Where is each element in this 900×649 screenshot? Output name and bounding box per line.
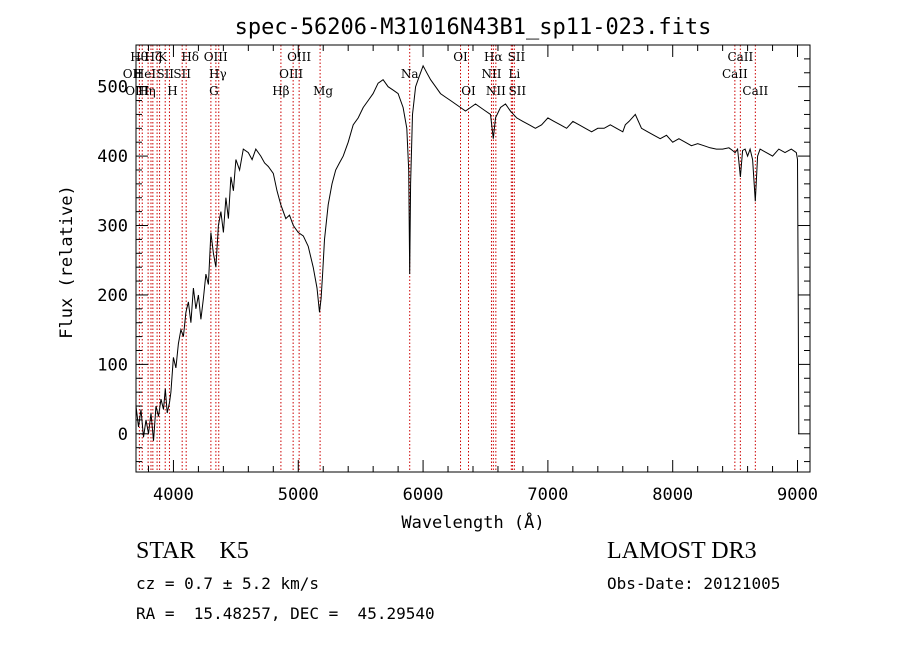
marker-label: OIII [204, 50, 228, 64]
x-tick-label: 9000 [777, 485, 818, 505]
marker-label: NII [486, 84, 506, 98]
marker-label: Hζ [145, 50, 162, 64]
marker-labels: OII OIII Hθ HeI Hη HζK SII H SII Hδ G Hγ OIII Hβ OIII O… [123, 50, 769, 98]
y-tick-label: 0 [118, 425, 128, 445]
x-tick-label: 4000 [153, 485, 194, 505]
marker-label: NII [481, 67, 501, 81]
spectrum-line [136, 64, 800, 441]
vertical-markers [138, 45, 756, 472]
y-tick-label: 300 [97, 217, 128, 237]
marker-label: OIII [279, 67, 303, 81]
y-tick-label: 500 [97, 78, 128, 98]
marker-label: G [209, 84, 219, 98]
marker-label: Na [401, 67, 419, 81]
marker-label: Mg [313, 84, 333, 98]
x-tick-label: 6000 [403, 485, 444, 505]
redshift-value: cz = 0.7 ± 5.2 km/s [136, 574, 320, 593]
marker-label: OI [453, 50, 468, 64]
x-tick-labels: 4000 5000 6000 7000 8000 9000 [153, 485, 818, 505]
marker-label: Li [508, 67, 520, 81]
marker-label: CaII [727, 50, 753, 64]
x-tick-label: 7000 [527, 485, 568, 505]
marker-label: Hβ [272, 84, 289, 98]
marker-label: OII [123, 67, 143, 81]
observation-date: Obs-Date: 20121005 [607, 574, 781, 593]
marker-label: SII [156, 67, 174, 81]
marker-label: SII [508, 50, 526, 64]
chart-title: spec-56206-M31016N43B1_sp11-023.fits [235, 15, 712, 40]
spectrum-line-group [136, 64, 800, 441]
x-tick-label: 8000 [652, 485, 693, 505]
marker-label: OIII [287, 50, 311, 64]
object-class: STAR K5 [136, 538, 249, 564]
x-axis-label: Wavelength (Å) [401, 511, 544, 533]
survey-name: LAMOST DR3 [607, 538, 757, 564]
marker-label: Hγ [209, 67, 227, 81]
marker-label: HeI [134, 67, 157, 81]
marker-label: SII [173, 67, 191, 81]
coordinates: RA = 15.48257, DEC = 45.29540 [136, 604, 435, 623]
marker-label: CaII [722, 67, 748, 81]
marker-label: OI [461, 84, 476, 98]
marker-label: OIII [125, 84, 149, 98]
y-axis-label: Flux (relative) [57, 185, 77, 339]
y-tick-label: 200 [97, 286, 128, 306]
marker-label: Hθ [130, 50, 148, 64]
marker-label: Hη [138, 84, 156, 98]
plot-frame [135, 44, 811, 473]
marker-label: CaII [742, 84, 768, 98]
marker-label: K [158, 50, 168, 64]
x-tick-label: 5000 [278, 485, 319, 505]
y-tick-labels: 0 100 200 300 400 500 [97, 78, 128, 445]
y-tick-label: 100 [97, 355, 128, 375]
y-tick-label: 400 [97, 147, 128, 167]
marker-label: SII [508, 84, 526, 98]
marker-label: H [167, 84, 177, 98]
axis-ticks [136, 44, 810, 472]
marker-label: Hδ [181, 50, 199, 64]
marker-label: Hα [484, 50, 503, 64]
